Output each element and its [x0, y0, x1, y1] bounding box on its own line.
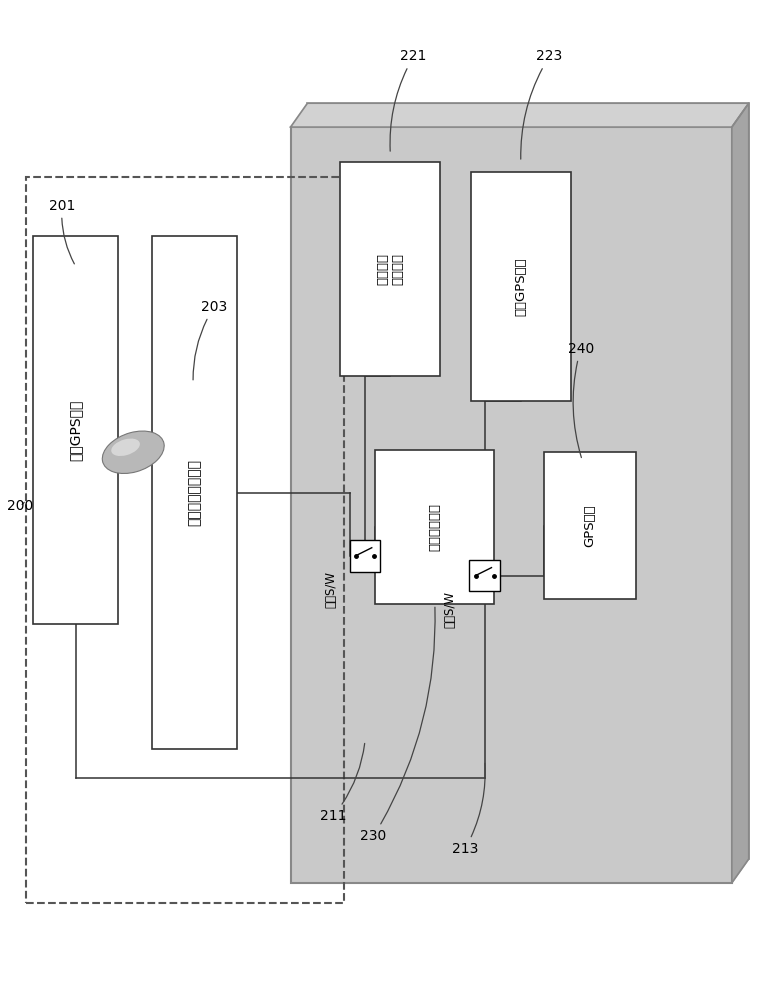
Ellipse shape	[111, 439, 140, 456]
Text: 200: 200	[7, 499, 33, 513]
Polygon shape	[291, 103, 749, 127]
Polygon shape	[732, 103, 749, 883]
Text: 外部GPS天线: 外部GPS天线	[69, 400, 83, 461]
Text: GPS模块: GPS模块	[584, 505, 597, 547]
FancyBboxPatch shape	[375, 450, 494, 604]
Text: 213: 213	[451, 763, 485, 856]
Text: 外部移动通信天线: 外部移动通信天线	[188, 459, 202, 526]
Text: 211: 211	[320, 743, 365, 823]
FancyBboxPatch shape	[349, 540, 380, 572]
FancyBboxPatch shape	[152, 236, 237, 749]
Text: 第一S/W: 第一S/W	[325, 571, 338, 608]
FancyBboxPatch shape	[308, 103, 749, 859]
FancyBboxPatch shape	[544, 452, 636, 599]
Text: 221: 221	[390, 49, 427, 151]
FancyBboxPatch shape	[33, 236, 118, 624]
Text: 203: 203	[193, 300, 227, 380]
FancyBboxPatch shape	[340, 162, 440, 376]
Text: 移动通信模块: 移动通信模块	[428, 503, 441, 551]
Text: 201: 201	[49, 199, 75, 264]
Text: 内部移动
通信天线: 内部移动 通信天线	[376, 253, 404, 285]
Text: 第二S/W: 第二S/W	[443, 591, 456, 628]
Text: 240: 240	[567, 342, 594, 458]
FancyBboxPatch shape	[469, 560, 500, 591]
FancyBboxPatch shape	[471, 172, 570, 401]
Ellipse shape	[102, 431, 164, 473]
Text: 内部GPS天线: 内部GPS天线	[514, 257, 527, 316]
Text: 230: 230	[360, 607, 435, 843]
Text: 223: 223	[521, 49, 563, 159]
FancyBboxPatch shape	[291, 127, 732, 883]
